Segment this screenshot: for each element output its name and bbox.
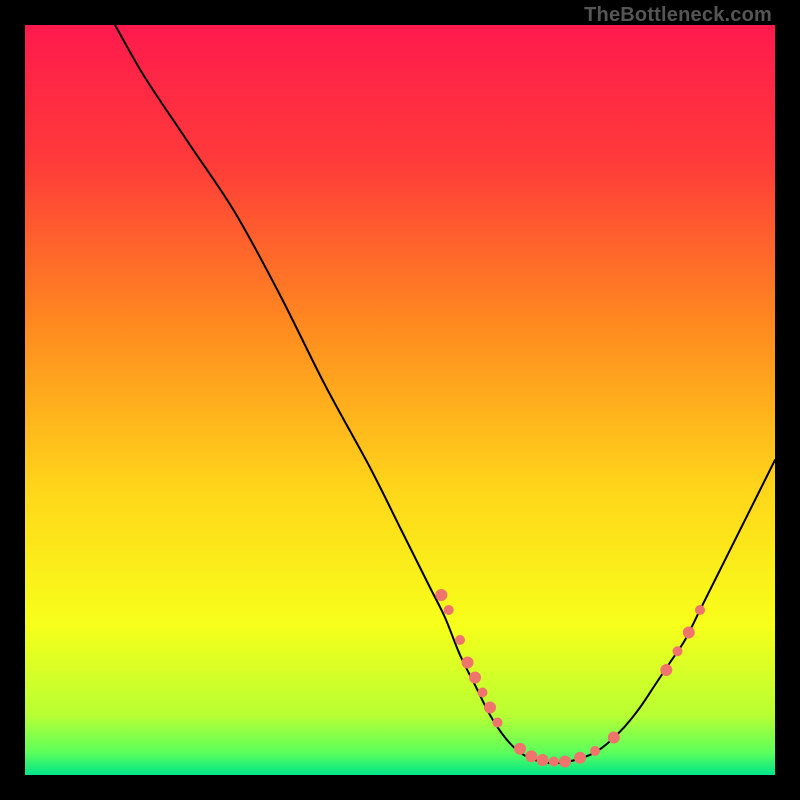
curve-marker (695, 605, 705, 615)
curve-marker (469, 672, 481, 684)
curve-marker (435, 589, 447, 601)
curve-marker (549, 757, 559, 767)
curve-marker (455, 635, 465, 645)
curve-marker (514, 743, 526, 755)
gradient-background (25, 25, 775, 775)
curve-marker (608, 732, 620, 744)
curve-marker (462, 657, 474, 669)
curve-marker (444, 605, 454, 615)
plot-area (25, 25, 775, 775)
chart-frame: TheBottleneck.com (0, 0, 800, 800)
curve-marker (537, 754, 549, 766)
watermark-text: TheBottleneck.com (584, 4, 772, 27)
chart-svg (25, 25, 775, 775)
curve-marker (484, 702, 496, 714)
curve-marker (478, 688, 488, 698)
curve-marker (590, 746, 600, 756)
curve-marker (574, 752, 586, 764)
curve-marker (493, 718, 503, 728)
curve-marker (660, 664, 672, 676)
curve-marker (525, 750, 537, 762)
curve-marker (673, 646, 683, 656)
curve-marker (683, 627, 695, 639)
curve-marker (559, 756, 571, 768)
